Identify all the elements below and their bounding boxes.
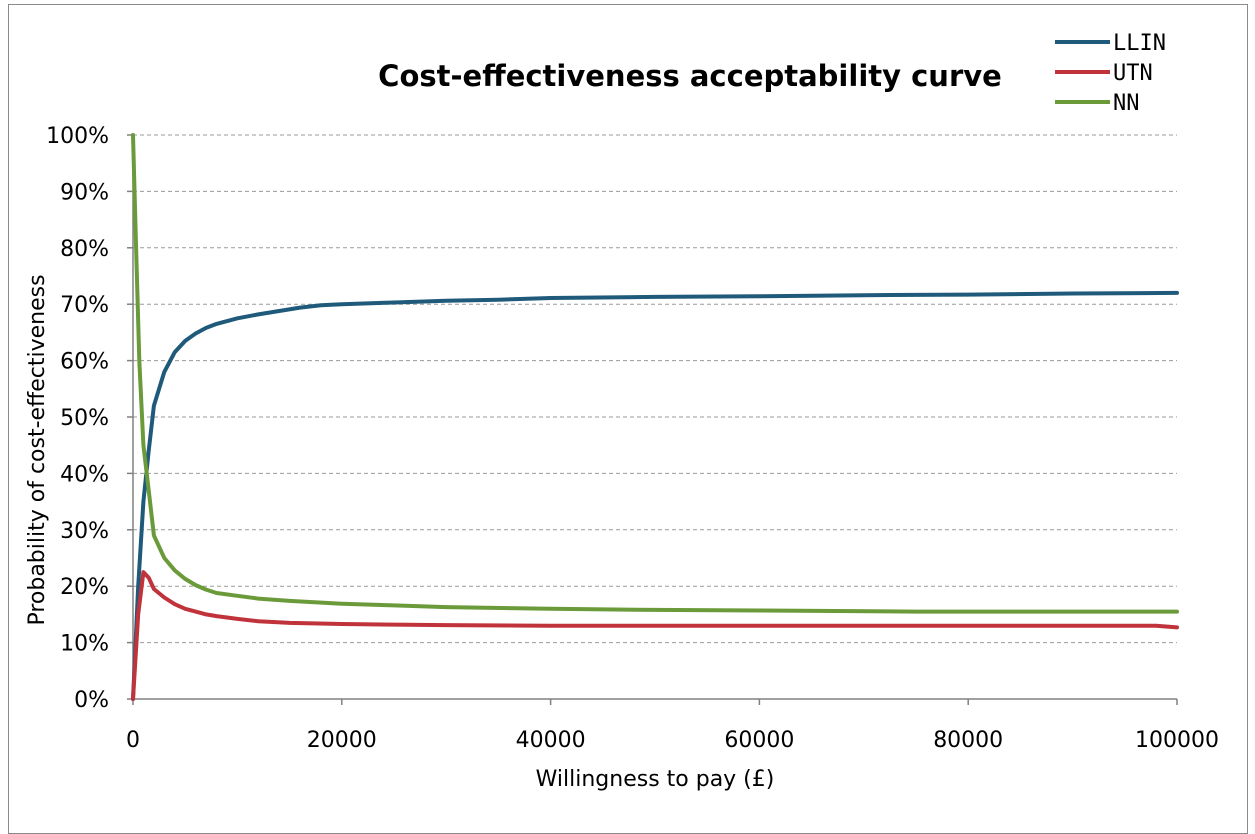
x-tick-label: 40000: [516, 728, 586, 753]
x-tick-label: 0: [126, 728, 140, 753]
axes: 0% 10% 20% 30% 40% 50% 60% 70% 80% 90% 100% 0 20000 4…: [46, 124, 1219, 753]
x-tick-label: 80000: [933, 728, 1003, 753]
legend-label-llin: LLIN: [1113, 31, 1166, 56]
y-tick-label: 40%: [60, 462, 109, 487]
y-tick-label: 30%: [60, 519, 109, 544]
chart-title: Cost-effectiveness acceptability curve: [378, 59, 1002, 93]
y-tick-label: 80%: [60, 237, 109, 262]
y-tick-label: 50%: [60, 406, 109, 431]
x-tick-label: 60000: [724, 728, 794, 753]
y-tick-label: 90%: [60, 180, 109, 205]
series-line-llin: [131, 290, 1179, 701]
y-tick-label: 0%: [74, 688, 109, 713]
x-axis-label: Willingness to pay (£): [536, 767, 775, 792]
y-tick-label: 100%: [46, 124, 109, 149]
y-tick-label: 70%: [60, 293, 109, 318]
x-tick-label: 100000: [1135, 728, 1219, 753]
series-line-nn: [131, 133, 1179, 614]
legend-label-utn: UTN: [1113, 61, 1153, 86]
y-tick-label: 60%: [60, 350, 109, 375]
y-tick-label: 20%: [60, 575, 109, 600]
series-line-utn: [131, 570, 1179, 701]
y-axis-label: Probability of cost-effectiveness: [25, 274, 50, 625]
legend: LLIN UTN NN: [1055, 31, 1166, 116]
x-tick-label: 20000: [307, 728, 377, 753]
chart-frame: [8, 4, 1248, 834]
legend-label-nn: NN: [1113, 91, 1140, 116]
series-lines: [131, 133, 1179, 701]
gridlines: [133, 134, 1177, 644]
y-tick-label: 10%: [60, 632, 109, 657]
